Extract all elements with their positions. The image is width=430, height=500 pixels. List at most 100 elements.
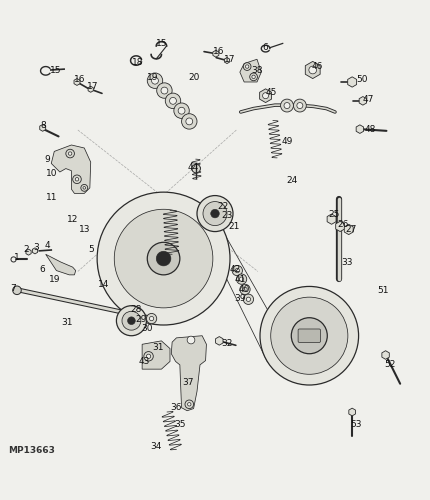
Text: 14: 14 — [98, 280, 109, 289]
Circle shape — [271, 297, 348, 374]
Text: 26: 26 — [337, 220, 348, 229]
Circle shape — [185, 400, 194, 408]
Circle shape — [83, 186, 86, 189]
Text: 43: 43 — [138, 357, 150, 366]
Text: 12: 12 — [67, 216, 78, 224]
Polygon shape — [224, 58, 230, 64]
Circle shape — [151, 78, 158, 84]
Text: 33: 33 — [341, 258, 353, 266]
Text: 51: 51 — [377, 286, 389, 295]
Polygon shape — [349, 408, 356, 416]
Text: 16: 16 — [213, 48, 224, 56]
Circle shape — [232, 266, 243, 276]
Text: 13: 13 — [79, 225, 90, 234]
Polygon shape — [88, 86, 93, 92]
Circle shape — [75, 178, 79, 181]
Text: 39: 39 — [234, 294, 246, 302]
Text: 30: 30 — [141, 324, 153, 332]
Circle shape — [117, 306, 147, 336]
Circle shape — [68, 152, 72, 156]
Polygon shape — [348, 77, 356, 87]
Circle shape — [66, 150, 74, 158]
Circle shape — [147, 314, 157, 324]
Text: 31: 31 — [61, 318, 73, 326]
Polygon shape — [336, 222, 344, 232]
Circle shape — [187, 336, 195, 344]
Text: 3: 3 — [33, 244, 39, 252]
Circle shape — [240, 277, 244, 281]
Circle shape — [309, 66, 316, 74]
Text: 2: 2 — [24, 246, 29, 254]
Text: 44: 44 — [187, 163, 198, 172]
Polygon shape — [46, 254, 76, 275]
Circle shape — [174, 103, 189, 118]
Text: 15: 15 — [50, 66, 61, 76]
Circle shape — [211, 210, 219, 218]
Polygon shape — [305, 62, 320, 78]
Circle shape — [147, 242, 180, 275]
Circle shape — [243, 288, 247, 292]
Text: 45: 45 — [266, 88, 277, 97]
Text: 47: 47 — [363, 94, 374, 104]
Circle shape — [81, 184, 88, 192]
Polygon shape — [40, 124, 46, 132]
Circle shape — [11, 257, 16, 262]
Text: 35: 35 — [174, 420, 186, 430]
Text: 23: 23 — [221, 211, 233, 220]
Text: 15: 15 — [156, 39, 167, 48]
Text: 22: 22 — [217, 202, 228, 211]
Circle shape — [178, 108, 185, 114]
Circle shape — [246, 297, 251, 302]
Circle shape — [156, 251, 171, 266]
Circle shape — [157, 83, 172, 98]
Text: 19: 19 — [147, 73, 159, 82]
FancyBboxPatch shape — [298, 329, 320, 342]
Text: 16: 16 — [74, 75, 86, 84]
Polygon shape — [74, 78, 80, 86]
Text: 17: 17 — [87, 82, 98, 91]
Text: 18: 18 — [132, 58, 144, 67]
Text: 1: 1 — [14, 253, 20, 262]
Polygon shape — [382, 350, 389, 360]
Text: 11: 11 — [46, 193, 57, 202]
Text: 19: 19 — [49, 274, 60, 283]
Text: 49: 49 — [281, 138, 293, 146]
Circle shape — [197, 196, 233, 232]
Text: 4: 4 — [44, 241, 50, 250]
Polygon shape — [260, 89, 271, 102]
Circle shape — [252, 75, 255, 78]
Text: 37: 37 — [183, 378, 194, 386]
Text: 17: 17 — [224, 55, 236, 64]
Circle shape — [281, 99, 293, 112]
Circle shape — [147, 73, 163, 88]
Circle shape — [243, 62, 251, 70]
Text: 31: 31 — [153, 343, 164, 352]
Text: 36: 36 — [170, 403, 181, 412]
Text: 10: 10 — [46, 169, 57, 178]
Text: 38: 38 — [251, 66, 263, 76]
Circle shape — [243, 294, 254, 304]
Circle shape — [114, 210, 213, 308]
Circle shape — [240, 284, 250, 294]
Text: 6: 6 — [263, 43, 268, 52]
Text: 27: 27 — [346, 225, 357, 234]
Circle shape — [144, 352, 153, 361]
Circle shape — [246, 65, 249, 68]
Text: 24: 24 — [286, 176, 298, 185]
Text: 53: 53 — [350, 420, 361, 430]
Circle shape — [149, 316, 154, 320]
Text: 50: 50 — [356, 75, 367, 84]
Polygon shape — [327, 214, 336, 224]
Circle shape — [147, 354, 150, 358]
Circle shape — [297, 102, 303, 108]
Text: 29: 29 — [135, 315, 147, 324]
Circle shape — [260, 286, 359, 385]
Circle shape — [73, 175, 81, 184]
Circle shape — [165, 93, 181, 108]
Circle shape — [161, 87, 168, 94]
Circle shape — [13, 286, 21, 294]
Polygon shape — [171, 336, 206, 410]
Text: 5: 5 — [88, 244, 94, 254]
Circle shape — [128, 317, 135, 324]
Polygon shape — [213, 50, 219, 57]
